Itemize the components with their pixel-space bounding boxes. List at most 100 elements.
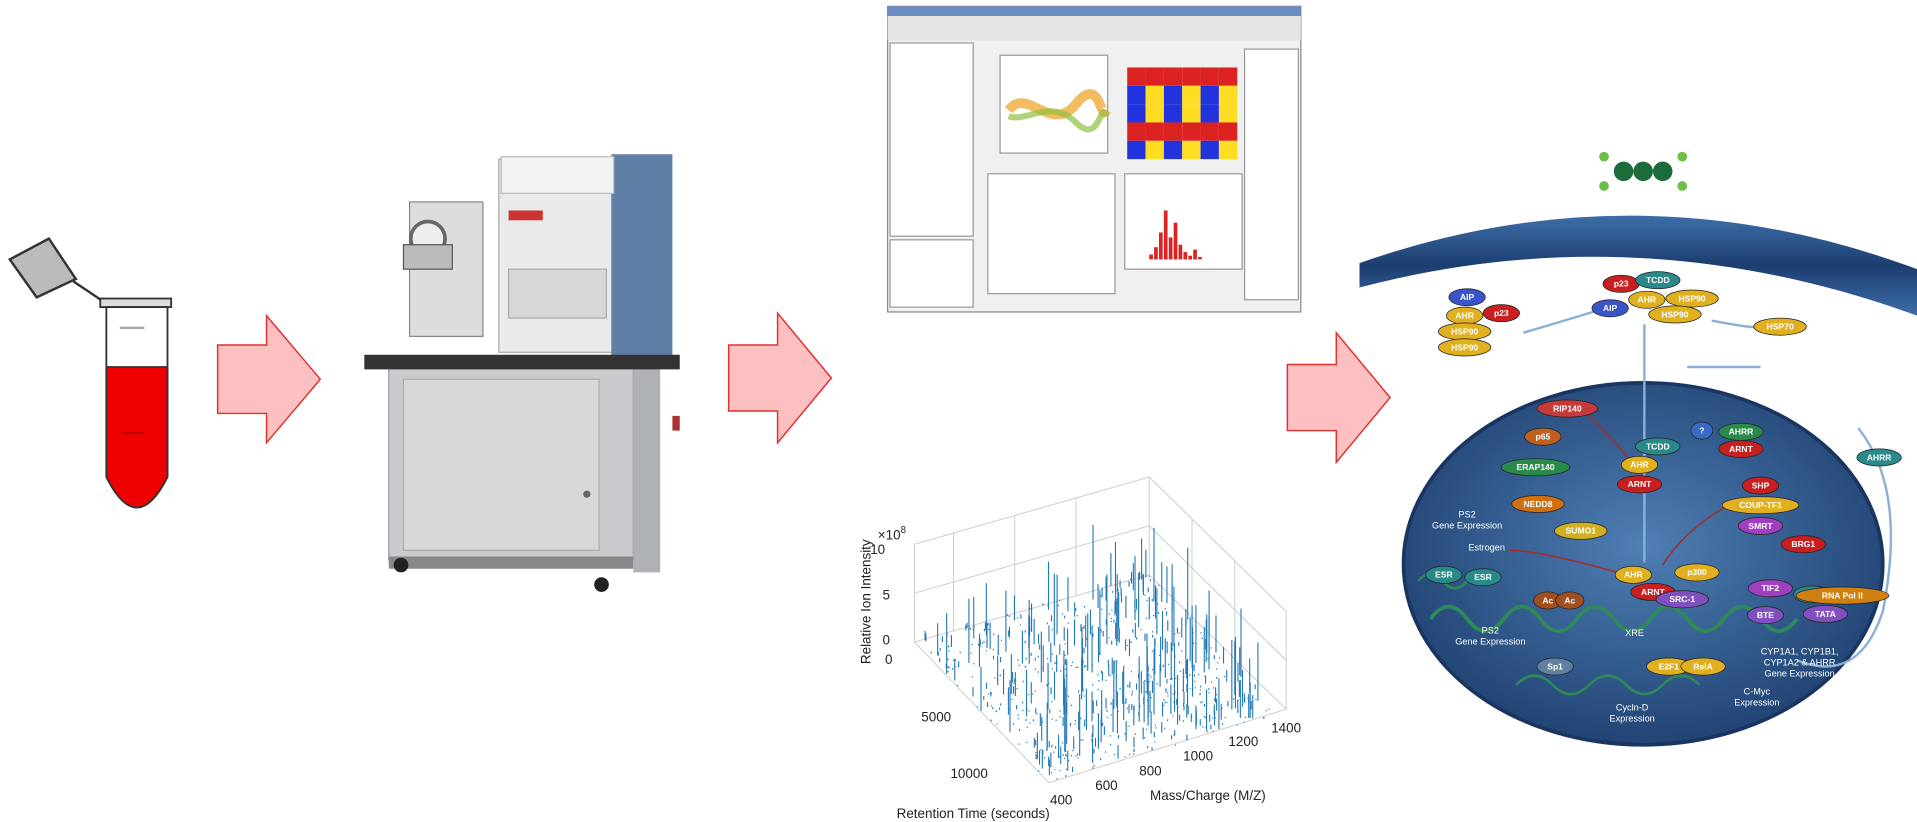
protein-label: HSP90 [1678, 293, 1705, 303]
heatmap-cell [1145, 85, 1164, 105]
protein-shape [1718, 439, 1764, 458]
histogram-bar [1178, 244, 1183, 260]
x-tick-label: 0 [885, 652, 892, 667]
protein-shape [1655, 590, 1709, 609]
protein-label: p23 [1614, 279, 1629, 289]
note-line: Gene Expression [1455, 637, 1525, 647]
protein-label: AHR [1638, 295, 1657, 305]
protein-shape [1591, 299, 1629, 318]
histogram-bar [1159, 232, 1163, 260]
protein-label: RelA [1693, 661, 1712, 671]
x-tick-label: 5000 [921, 710, 951, 725]
protein-label: NEDD8 [1524, 499, 1553, 509]
heatmap-cell [1218, 85, 1238, 105]
protein-label: p300 [1687, 567, 1707, 577]
z-tick-label: 600 [1095, 778, 1117, 793]
protein-label: RIP140 [1553, 403, 1582, 413]
protein-label: TCDD [1646, 275, 1670, 285]
protein-shape [1500, 458, 1571, 477]
protein-label: p23 [1494, 308, 1509, 318]
note-line: XRE [1625, 628, 1644, 638]
protein-label: RNA Pol II [1822, 590, 1863, 600]
y-scale-base: ×10 [878, 527, 901, 542]
protein-label: AHRR [1729, 427, 1754, 437]
protein-label: BRG1 [1791, 539, 1815, 549]
y-tick-label: 0 [883, 633, 890, 648]
protein-shape [1690, 421, 1714, 440]
mass-spectrum-3d-plot: Relative Ion Intensity ×108 Retention Ti… [858, 476, 1301, 821]
protein-label: AHR [1630, 460, 1649, 470]
protein-label: ? [1699, 425, 1704, 435]
protein-shape [1628, 290, 1666, 309]
protein-label: E2F1 [1659, 661, 1680, 671]
protein-label: HSP70 [1767, 322, 1794, 332]
note-line: CYP1A1, CYP1B1, [1761, 646, 1839, 656]
pathway-note: XRE [1625, 628, 1644, 638]
protein-shape [1437, 338, 1492, 357]
protein-shape [1795, 586, 1890, 605]
heatmap-cell [1200, 140, 1219, 160]
protein-label: AIP [1460, 292, 1475, 302]
heatmap-cell [1200, 104, 1219, 123]
heatmap-cell [1200, 67, 1219, 86]
protein-label: AHRR [1867, 452, 1892, 462]
z-tick-label: 1400 [1271, 721, 1301, 736]
y-scale-exponent: 8 [901, 525, 906, 536]
protein-shape [1464, 568, 1502, 587]
heatmap-cell [1145, 122, 1164, 141]
pathway-note: PS2 Gene Expression [1432, 509, 1502, 530]
protein-label: Ac [1564, 595, 1575, 605]
protein-label: ARNT [1628, 479, 1653, 489]
note-line: Degradation [1760, 361, 1810, 371]
note-line: C-Myc [1744, 687, 1771, 697]
protein-label: Ac [1542, 595, 1553, 605]
protein-label: TCDD [1646, 441, 1670, 451]
note-line: Gene Expression [1765, 668, 1835, 678]
histogram-bar [1198, 256, 1202, 260]
y-tick-label: 10 [870, 542, 885, 557]
protein-label: HSP90 [1661, 309, 1688, 319]
heatmap-cell [1163, 85, 1183, 105]
heatmap-cell [1145, 67, 1164, 86]
protein-label: TIF2 [1762, 583, 1780, 593]
protein-label: ERAP140 [1517, 462, 1555, 472]
x-tick-label: 10000 [950, 766, 987, 781]
protein-shape [1536, 399, 1599, 418]
protein-shape [1856, 448, 1902, 467]
protein-label: HSP90 [1451, 342, 1478, 352]
ahr-signaling-pathway: AIP p23 AHR HSP90 HSP90 p23 TCDD AHR HSP90 HSP90 A… [1359, 151, 1917, 747]
heatmap-cell [1163, 140, 1183, 160]
histogram-bar [1193, 249, 1197, 260]
protein-shape [1741, 476, 1780, 495]
heatmap-cell [1145, 104, 1164, 123]
y-scale: ×108 [878, 525, 906, 542]
heatmap-cell [1182, 67, 1201, 86]
cell-membrane [1359, 215, 1917, 316]
x-axis-label: Retention Time (seconds) [897, 806, 1050, 821]
note-line: PS2 [1458, 509, 1475, 519]
heatmap-cell [1127, 122, 1146, 141]
protein-label: ESR [1435, 570, 1453, 580]
heatmap-cell [1200, 85, 1219, 105]
heatmap-cell [1127, 85, 1146, 105]
heatmap-cell [1182, 122, 1201, 141]
heatmap-cell [1218, 104, 1238, 123]
note-line: Expression [1609, 714, 1654, 724]
protein-shape [1511, 494, 1565, 513]
protein-shape [1614, 565, 1652, 584]
z-tick-label: 800 [1139, 763, 1161, 778]
protein-shape [1524, 427, 1562, 446]
sample-tube [7, 237, 173, 509]
heatmap-cell [1182, 140, 1201, 160]
protein-label: HSP90 [1451, 326, 1478, 336]
protein-label: SHP [1752, 480, 1770, 490]
histogram-bar [1154, 247, 1158, 260]
protein-shape [1554, 521, 1608, 540]
protein-label: AHR [1624, 570, 1643, 580]
protein-label: ARNT [1729, 444, 1754, 454]
protein-shape [1448, 288, 1486, 307]
heatmap-cell [1163, 122, 1183, 141]
protein-label: BTE [1757, 610, 1774, 620]
heatmap-cell [1145, 140, 1164, 160]
note-line: Gene Expression [1432, 520, 1502, 530]
